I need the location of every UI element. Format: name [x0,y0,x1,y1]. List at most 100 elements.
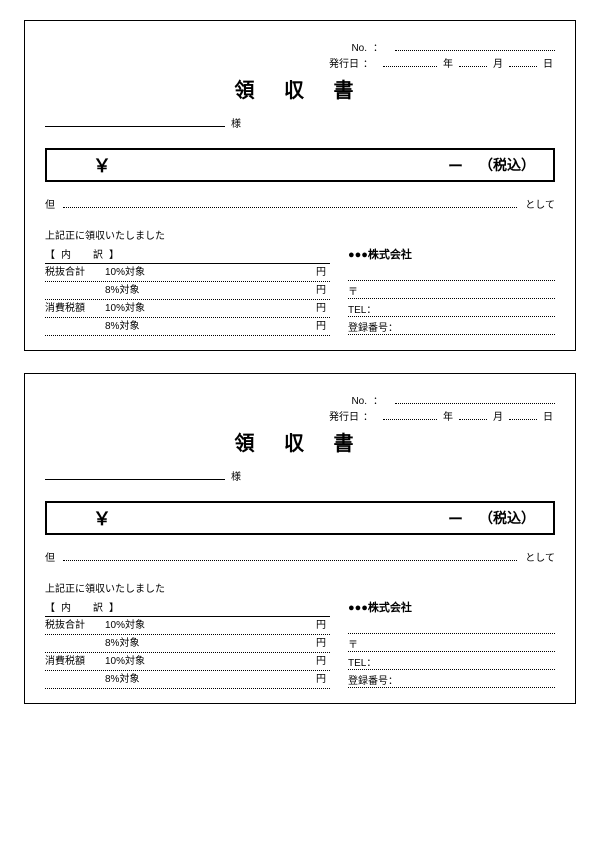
receipt-title: 領 収 書 [45,427,555,456]
payer-name-field[interactable] [45,113,225,127]
issuer-block: ●●●株式会社 〒 TEL： 登録番号： [348,246,555,336]
no-label: No. [351,43,367,54]
issue-date-label: 発行日 [329,408,359,423]
yen-unit: 円 [175,318,330,336]
yen-unit: 円 [175,653,330,671]
colon: ： [373,392,383,407]
yen-unit: 円 [175,282,330,300]
issuer-company: ●●●株式会社 [348,599,555,615]
breakdown-row: 8%対象 円 [45,671,330,689]
tax-label: 消費税額 [45,300,105,318]
note-field[interactable] [63,196,517,208]
rate-label: 10%対象 [105,617,175,635]
page: No. ： 発行日 ： 年 月 日 領 収 書 様 ￥ ー （税込） 但 [0,0,600,746]
issuer-company: ●●●株式会社 [348,246,555,262]
issue-date-label: 発行日 [329,55,359,70]
colon: ： [363,55,373,70]
breakdown-row: 消費税額 10%対象 円 [45,300,330,318]
rate-label: 8%対象 [105,635,175,653]
no-field[interactable] [395,392,555,404]
note-suffix: として [525,549,555,564]
number-row: No. ： [45,392,555,407]
year-field[interactable] [383,408,437,420]
breakdown-header: 【内 訳】 [45,246,330,264]
year-field[interactable] [383,55,437,67]
issuer-block: ●●●株式会社 〒 TEL： 登録番号： [348,599,555,689]
payer-name-field[interactable] [45,466,225,480]
no-label: No. [351,396,367,407]
rate-label: 10%対象 [105,653,175,671]
tax-included-label: （税込） [479,155,535,175]
amount-box: ￥ ー （税込） [45,148,555,182]
breakdown-table: 【内 訳】 税抜合計 10%対象 円 8%対象 円 消費税額 10%対象 円 [45,246,330,336]
number-row: No. ： [45,39,555,54]
rate-label: 8%対象 [105,318,175,336]
subtotal-label: 税抜合計 [45,617,105,635]
tax-label: 消費税額 [45,653,105,671]
yen-symbol: ￥ [93,505,111,531]
issuer-postal-field[interactable]: 〒 [348,281,555,299]
no-field[interactable] [395,39,555,51]
issuer-regno-field[interactable]: 登録番号： [348,317,555,335]
day-field[interactable] [509,408,537,420]
receipt-title: 領 収 書 [45,74,555,103]
breakdown-row: 税抜合計 10%対象 円 [45,617,330,635]
issuer-regno-field[interactable]: 登録番号： [348,670,555,688]
breakdown-row: 8%対象 円 [45,282,330,300]
payer-row: 様 [45,113,555,130]
colon: ： [373,39,383,54]
payer-honorific: 様 [231,115,241,130]
yen-unit: 円 [175,264,330,282]
yen-unit: 円 [175,671,330,689]
issuer-address-field[interactable] [348,265,555,281]
note-suffix: として [525,196,555,211]
breakdown-header: 【内 訳】 [45,599,330,617]
breakdown-table: 【内 訳】 税抜合計 10%対象 円 8%対象 円 消費税額 10%対象 円 [45,599,330,689]
confirmation-text: 上記正に領収いたしました [45,580,555,595]
day-field[interactable] [509,55,537,67]
issuer-tel-field[interactable]: TEL： [348,652,555,670]
issuer-tel-field[interactable]: TEL： [348,299,555,317]
month-unit: 月 [493,55,503,70]
rate-label: 8%対象 [105,671,175,689]
issuer-address-field[interactable] [348,618,555,634]
amount-dash: ー [448,508,463,529]
receipt-slip: No. ： 発行日 ： 年 月 日 領 収 書 様 ￥ ー （税込） 但 [24,373,576,704]
day-unit: 日 [543,55,553,70]
rate-label: 10%対象 [105,300,175,318]
confirmation-text: 上記正に領収いたしました [45,227,555,242]
month-field[interactable] [459,55,487,67]
issue-date-row: 発行日 ： 年 月 日 [45,408,555,423]
payer-row: 様 [45,466,555,483]
day-unit: 日 [543,408,553,423]
year-unit: 年 [443,55,453,70]
tax-included-label: （税込） [479,508,535,528]
note-row: 但 として [45,549,555,564]
year-unit: 年 [443,408,453,423]
issuer-postal-field[interactable]: 〒 [348,634,555,652]
breakdown-row: 消費税額 10%対象 円 [45,653,330,671]
breakdown-row: 税抜合計 10%対象 円 [45,264,330,282]
rate-label: 8%対象 [105,282,175,300]
note-prefix: 但 [45,196,55,211]
rate-label: 10%対象 [105,264,175,282]
subtotal-label: 税抜合計 [45,264,105,282]
breakdown-row: 8%対象 円 [45,635,330,653]
yen-symbol: ￥ [93,152,111,178]
yen-unit: 円 [175,635,330,653]
colon: ： [363,408,373,423]
yen-unit: 円 [175,300,330,318]
note-row: 但 として [45,196,555,211]
issue-date-row: 発行日 ： 年 月 日 [45,55,555,70]
month-unit: 月 [493,408,503,423]
month-field[interactable] [459,408,487,420]
breakdown-row: 8%対象 円 [45,318,330,336]
amount-box: ￥ ー （税込） [45,501,555,535]
payer-honorific: 様 [231,468,241,483]
note-prefix: 但 [45,549,55,564]
note-field[interactable] [63,549,517,561]
lower-section: 【内 訳】 税抜合計 10%対象 円 8%対象 円 消費税額 10%対象 円 [45,599,555,689]
receipt-slip: No. ： 発行日 ： 年 月 日 領 収 書 様 ￥ ー （税込） 但 [24,20,576,351]
amount-dash: ー [448,155,463,176]
yen-unit: 円 [175,617,330,635]
